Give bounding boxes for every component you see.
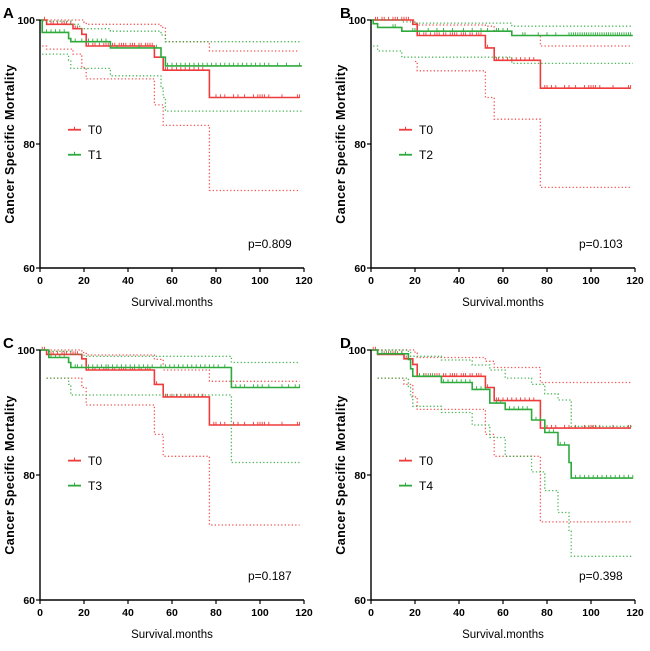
x-tick-label: 100 (251, 607, 269, 619)
x-axis-title: Survival.months (131, 629, 213, 641)
y-tick-label: 80 (354, 139, 366, 151)
legend-item-t0: T0 (68, 123, 102, 137)
y-axis-title: Cancer Specific Mortality (334, 395, 348, 554)
x-tick-label: 100 (582, 275, 600, 287)
x-tick-label: 60 (166, 275, 178, 287)
legend-item-t0: T0 (399, 454, 433, 468)
x-tick-label: 0 (368, 607, 374, 619)
series-line-t3-upper-ci (48, 350, 300, 364)
series-line-t0 (40, 19, 300, 99)
x-tick-label: 0 (368, 275, 374, 287)
series-line-t0 (40, 349, 300, 426)
series-line-t0-upper-ci (371, 19, 631, 47)
series-line-t0-lower-ci (377, 377, 631, 523)
x-tick-label: 120 (626, 275, 644, 287)
x-tick-label: 40 (122, 275, 134, 287)
panel-b: B 0 20 40 60 80 100 120 60 80 100 Survival.months Ca… (334, 5, 644, 309)
legend-item-t2: T2 (399, 148, 433, 162)
x-axis-title: Survival.months (462, 629, 544, 641)
panel-label: C (3, 335, 14, 352)
panel-label: B (340, 5, 351, 22)
y-tick-label: 60 (23, 595, 35, 607)
legend-item-t4: T4 (399, 479, 433, 493)
legend-item-t0: T0 (399, 123, 433, 137)
x-tick-label: 40 (122, 607, 134, 619)
series-line-t0-upper-ci (40, 19, 300, 52)
legend-label: T0 (88, 454, 102, 468)
x-tick-label: 80 (541, 607, 553, 619)
series-line-t1-upper-ci (42, 20, 302, 43)
panel-d: D 0 20 40 60 80 100 120 60 80 100 Survival.months Ca… (334, 335, 644, 641)
series-line-t2 (371, 19, 633, 37)
legend-item-t3: T3 (68, 479, 102, 493)
p-value-annotation: p=0.398 (579, 569, 623, 583)
x-tick-label: 100 (582, 607, 600, 619)
p-value-annotation: p=0.809 (248, 237, 292, 251)
y-tick-label: 80 (23, 139, 35, 151)
x-tick-label: 100 (251, 275, 269, 287)
series-line-t0 (371, 19, 631, 89)
legend-label: T0 (88, 123, 102, 137)
series-line-t3-lower-ci (46, 377, 300, 464)
panel-c: C 0 20 40 60 80 100 120 60 80 100 Survival.months Ca… (3, 335, 313, 641)
x-tick-label: 0 (37, 607, 43, 619)
x-tick-label: 120 (295, 607, 313, 619)
x-tick-label: 60 (497, 275, 509, 287)
x-tick-label: 60 (166, 607, 178, 619)
y-axis-title: Cancer Specific Mortality (3, 395, 17, 554)
p-value-annotation: p=0.187 (248, 569, 292, 583)
x-tick-label: 0 (37, 275, 43, 287)
panel-a: A 0 20 40 60 80 100 120 60 80 100 Survival.months Ca… (3, 5, 313, 309)
legend-label: T4 (419, 479, 433, 493)
series-line-t4 (371, 349, 633, 479)
y-tick-label: 80 (23, 470, 35, 482)
legend-item-t1: T1 (68, 148, 102, 162)
x-tick-label: 60 (497, 607, 509, 619)
x-tick-label: 40 (453, 275, 465, 287)
x-tick-label: 120 (295, 275, 313, 287)
y-tick-label: 80 (354, 470, 366, 482)
x-axis-title: Survival.months (131, 297, 213, 309)
series-line-t3 (40, 349, 300, 389)
x-axis-title: Survival.months (462, 297, 544, 309)
panel-label: A (3, 5, 14, 22)
legend-item-t0: T0 (68, 454, 102, 468)
x-tick-label: 80 (210, 607, 222, 619)
y-tick-label: 100 (348, 345, 366, 357)
series-line-t0-lower-ci (42, 45, 300, 192)
y-axis-title: Cancer Specific Mortality (3, 64, 17, 223)
axes (39, 20, 304, 269)
y-tick-label: 100 (17, 15, 35, 27)
y-tick-label: 60 (354, 263, 366, 275)
y-tick-label: 60 (354, 595, 366, 607)
legend-label: T1 (88, 148, 102, 162)
x-tick-label: 80 (210, 275, 222, 287)
p-value-annotation: p=0.103 (579, 237, 623, 251)
legend-label: T0 (419, 454, 433, 468)
series-line-t2-lower-ci (373, 45, 633, 65)
series-line-t4-lower-ci (377, 377, 633, 557)
legend-label: T2 (419, 148, 433, 162)
legend-label: T3 (88, 479, 102, 493)
panel-label: D (340, 335, 351, 352)
x-tick-label: 20 (78, 275, 90, 287)
x-tick-label: 20 (409, 607, 421, 619)
y-tick-label: 60 (23, 263, 35, 275)
x-tick-label: 80 (541, 275, 553, 287)
legend-label: T0 (419, 123, 433, 137)
series-line-t0-upper-ci (371, 349, 631, 384)
y-axis-title: Cancer Specific Mortality (334, 64, 348, 223)
series-line-t4-upper-ci (377, 349, 633, 427)
x-tick-label: 40 (453, 607, 465, 619)
series-line-t1-lower-ci (42, 53, 302, 112)
series-line-t2-upper-ci (373, 19, 633, 27)
x-tick-label: 120 (626, 607, 644, 619)
y-tick-label: 100 (17, 345, 35, 357)
x-tick-label: 20 (409, 275, 421, 287)
series-line-t0-lower-ci (46, 377, 300, 526)
y-tick-label: 100 (348, 15, 366, 27)
x-tick-label: 20 (78, 607, 90, 619)
series-line-t0-lower-ci (415, 60, 631, 189)
